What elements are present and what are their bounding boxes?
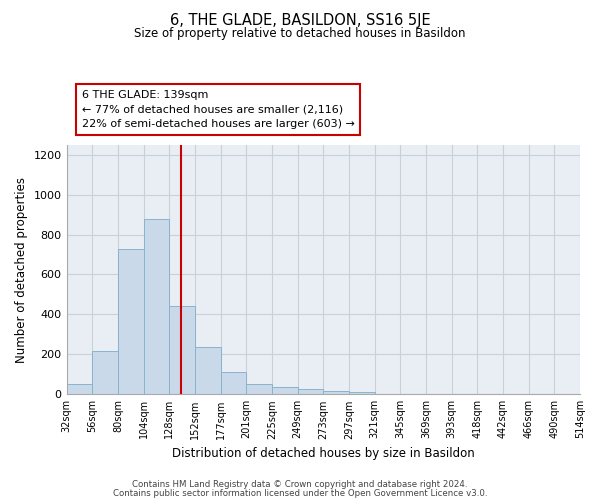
Text: Contains HM Land Registry data © Crown copyright and database right 2024.: Contains HM Land Registry data © Crown c…: [132, 480, 468, 489]
Bar: [221, 372, 246, 394]
Bar: [349, 392, 374, 394]
Text: Contains public sector information licensed under the Open Government Licence v3: Contains public sector information licen…: [113, 488, 487, 498]
Bar: [92, 352, 118, 395]
Text: 6 THE GLADE: 139sqm
← 77% of detached houses are smaller (2,116)
22% of semi-det: 6 THE GLADE: 139sqm ← 77% of detached ho…: [82, 90, 355, 130]
Bar: [323, 392, 349, 394]
Bar: [118, 248, 143, 394]
Text: 6, THE GLADE, BASILDON, SS16 5JE: 6, THE GLADE, BASILDON, SS16 5JE: [170, 12, 430, 28]
Bar: [169, 306, 195, 394]
Bar: [143, 218, 169, 394]
Y-axis label: Number of detached properties: Number of detached properties: [15, 176, 28, 362]
Bar: [298, 390, 323, 394]
X-axis label: Distribution of detached houses by size in Basildon: Distribution of detached houses by size …: [172, 447, 475, 460]
Text: Size of property relative to detached houses in Basildon: Size of property relative to detached ho…: [134, 28, 466, 40]
Bar: [272, 388, 298, 394]
Bar: [246, 384, 272, 394]
Bar: [67, 384, 92, 394]
Bar: [195, 348, 221, 395]
